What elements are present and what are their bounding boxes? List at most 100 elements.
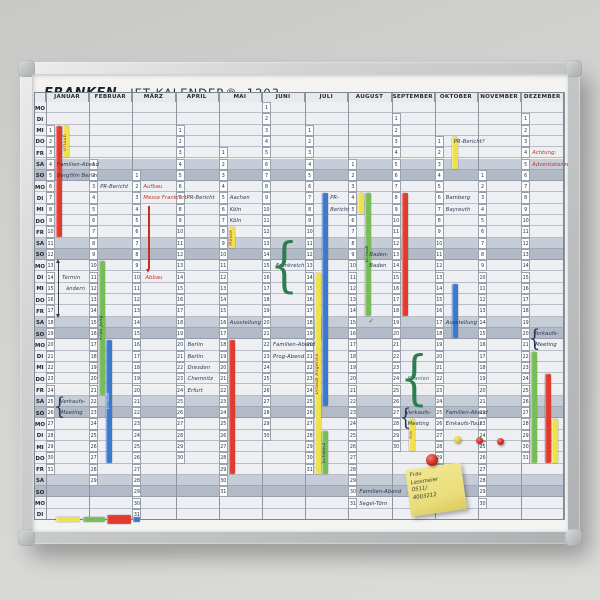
magnet-strip-yellow[interactable]: frei [408,419,415,452]
day-number-cell: 17 [348,339,358,351]
weekday-label: DO [35,455,45,462]
day-number-cell: 27 [348,452,358,464]
day-number-cell: 28 [348,463,358,475]
day-number-cell: 17 [218,328,228,340]
handwritten-note: Bamberg [445,195,471,202]
day-number-cell: 6 [478,226,487,238]
red-magnet[interactable] [496,437,504,445]
day-number-cell: 20 [478,384,487,396]
strip-label: Messe [228,229,234,246]
day-number-cell: 15 [305,282,315,295]
day-number-cell: 17 [434,316,444,328]
weekday-label: DO [35,139,45,146]
magnet-strip-green[interactable]: Urlaub [365,193,372,316]
spare-magnet-strip[interactable] [107,515,131,524]
calendar-row [34,407,565,419]
weekday-label: DI [36,195,44,202]
day-number-cell: 4 [391,147,401,159]
day-number-cell: 11 [305,237,315,249]
day-number-cell: 13 [46,260,55,272]
weekday-label: DI [36,512,44,519]
spare-magnet-strip[interactable] [83,517,105,522]
magnet-strip-red[interactable] [401,193,408,316]
calendar-row [34,203,565,215]
day-number-cell: 11 [218,260,228,272]
day-number-cell: 1 [175,124,185,136]
magnet-strip-yellow[interactable] [451,136,458,169]
day-number-cell: 14 [478,316,487,328]
day-number-cell: 1 [521,113,531,125]
day-number-cell: 9 [89,248,99,261]
spare-magnet-strip[interactable] [56,517,80,522]
day-number-cell: 28 [521,418,531,430]
calendar-row [34,316,565,328]
day-number-cell: 23 [132,418,142,430]
day-number-cell: 24 [391,373,401,385]
magnet-strip-yellow[interactable]: Urlaub Angelika [315,272,322,474]
magnet-strip-yellow[interactable]: Urlaub [63,125,69,158]
yellow-magnet[interactable] [453,435,461,443]
day-number-cell: 9 [391,203,401,215]
handwritten-note: Köln [229,218,242,224]
day-number-cell: 6 [521,169,531,182]
calendar-row [34,248,565,261]
day-number-cell: 17 [175,305,185,317]
red-magnet[interactable] [475,436,483,444]
day-number-cell: 2 [521,124,531,136]
magnet-strip-blue[interactable] [322,193,329,407]
day-number-cell: 9 [478,260,487,272]
magnet-strip-blue[interactable] [451,283,458,339]
day-number-cell: 9 [262,192,271,204]
day-number-cell: 16 [348,328,358,340]
handwritten-note: PR-Bericht [186,195,215,202]
day-number-cell: 12 [89,282,99,295]
day-number-cell: 3 [391,135,401,148]
magnet-strip-yellow[interactable] [552,419,559,463]
magnet-strip-yellow[interactable]: Messe [228,227,235,248]
day-number-cell: 11 [478,282,487,295]
day-number-cell: 8 [434,215,444,227]
calendar-row [34,215,565,227]
day-number-cell: 16 [262,271,271,283]
weekday-label: FR [36,308,44,315]
hand-drawn-arrow [58,262,60,315]
day-number-cell: 22 [132,407,142,419]
magnet-strip-green[interactable] [531,351,538,463]
day-number-cell: 8 [348,237,358,249]
weekday-label: MO [35,421,45,428]
magnet-strip-blue[interactable]: Urlaub [106,340,113,463]
calendar-row [34,147,565,159]
magnet-strip-green[interactable]: Frau Jung [99,261,106,395]
day-number-cell: 22 [262,339,271,351]
day-number-cell: 22 [175,361,185,374]
handwritten-note: Familien-Abend [273,342,315,349]
day-number-cell: 9 [305,215,315,227]
day-number-cell: 29 [521,429,531,441]
magnet-strip-red[interactable] [56,125,62,237]
red-magnet[interactable] [426,454,438,466]
calendar-row [34,373,565,385]
magnet-strip-green[interactable]: Schweiz [322,430,329,474]
month-header: NOVEMBER [478,92,522,102]
magnet-strip-red[interactable] [545,374,552,463]
weekday-label: MI [36,128,44,135]
day-number-cell: 12 [218,271,228,283]
day-number-cell: 29 [46,441,55,453]
spare-magnet-strip[interactable] [133,517,140,522]
day-number-cell: 26 [46,407,55,419]
day-number-cell: 21 [305,350,315,362]
day-number-cell: 1 [434,135,444,148]
sticky-note[interactable]: Frau Lessmeier 0511/4003212 [405,462,467,517]
day-number-cell: 9 [434,226,444,238]
day-number-cell: 12 [391,237,401,249]
magnet-strip-red[interactable] [228,340,235,474]
day-number-cell: 2 [218,158,228,170]
calendar-row [34,294,565,306]
day-number-cell: 13 [478,305,487,317]
day-number-cell: 27 [218,441,228,453]
day-number-cell: 23 [175,373,185,385]
day-number-cell: 31 [348,497,358,509]
calendar-row [34,361,565,374]
day-number-cell: 10 [478,271,487,283]
magnet-strip-yellow[interactable] [358,193,365,214]
